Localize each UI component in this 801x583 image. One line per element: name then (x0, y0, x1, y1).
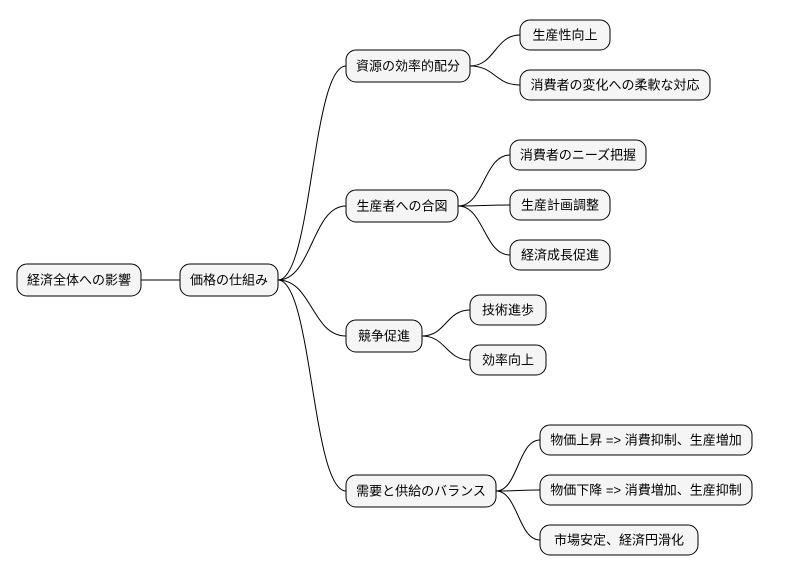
tree-node: 物価上昇 => 消費抑制、生産増加 (540, 425, 752, 455)
edge (422, 336, 470, 360)
mindmap-canvas: 経済全体への影響 価格の仕組み 資源の効率的配分 生産性向上消費者の変化への柔軟な対応… (0, 0, 801, 583)
edge (496, 491, 540, 540)
tree-node: 需要と供給のバランス (346, 475, 496, 507)
tree-node: 競争促進 (346, 320, 422, 352)
edge (458, 155, 510, 206)
node-label: 資源の効率的配分 (356, 58, 460, 73)
node-label: 物価下降 => 消費増加、生産抑制 (550, 482, 741, 497)
node-label: 消費者の変化への柔軟な対応 (530, 77, 699, 92)
edge (278, 206, 346, 280)
node-label: 効率向上 (482, 352, 534, 367)
tree-node: 経済成長促進 (510, 240, 610, 270)
tree-node: 消費者のニーズ把握 (510, 140, 646, 170)
nodes-group: 経済全体への影響 価格の仕組み 資源の効率的配分 生産性向上消費者の変化への柔軟な対応… (17, 20, 752, 555)
edge (496, 490, 540, 491)
tree-node: 生産者への合図 (346, 190, 458, 222)
tree-node: 資源の効率的配分 (346, 50, 470, 82)
node-label: 市場安定、経済円滑化 (554, 532, 684, 547)
edge (470, 66, 520, 85)
edge (278, 280, 346, 336)
edge (458, 205, 510, 206)
tree-node: 消費者の変化への柔軟な対応 (520, 70, 710, 100)
edge (278, 66, 346, 280)
node-label: 消費者のニーズ把握 (520, 147, 636, 162)
node-label: 生産者への合図 (356, 198, 447, 213)
edge (278, 280, 346, 491)
node-label: 経済成長促進 (521, 247, 599, 262)
edge (496, 440, 540, 491)
node-label: 経済全体への影響 (27, 272, 131, 287)
tree-node: 効率向上 (470, 345, 546, 375)
node-label: 技術進歩 (482, 302, 534, 317)
tree-node: 市場安定、経済円滑化 (540, 525, 698, 555)
node-label: 価格の仕組み (190, 272, 268, 287)
node-label: 生産性向上 (532, 27, 597, 42)
node-label: 生産計画調整 (521, 197, 599, 212)
tree-node: 物価下降 => 消費増加、生産抑制 (540, 475, 752, 505)
node-label: 需要と供給のバランス (356, 483, 486, 498)
tree-node: 技術進歩 (470, 295, 546, 325)
edge (470, 35, 520, 66)
node-label: 競争促進 (358, 328, 410, 343)
tree-node: 生産性向上 (520, 20, 610, 50)
edge (458, 206, 510, 255)
tree-node: 生産計画調整 (510, 190, 610, 220)
tree-node: 価格の仕組み (180, 264, 278, 296)
node-label: 物価上昇 => 消費抑制、生産増加 (550, 432, 741, 447)
edge (422, 310, 470, 336)
tree-node: 経済全体への影響 (17, 264, 141, 296)
